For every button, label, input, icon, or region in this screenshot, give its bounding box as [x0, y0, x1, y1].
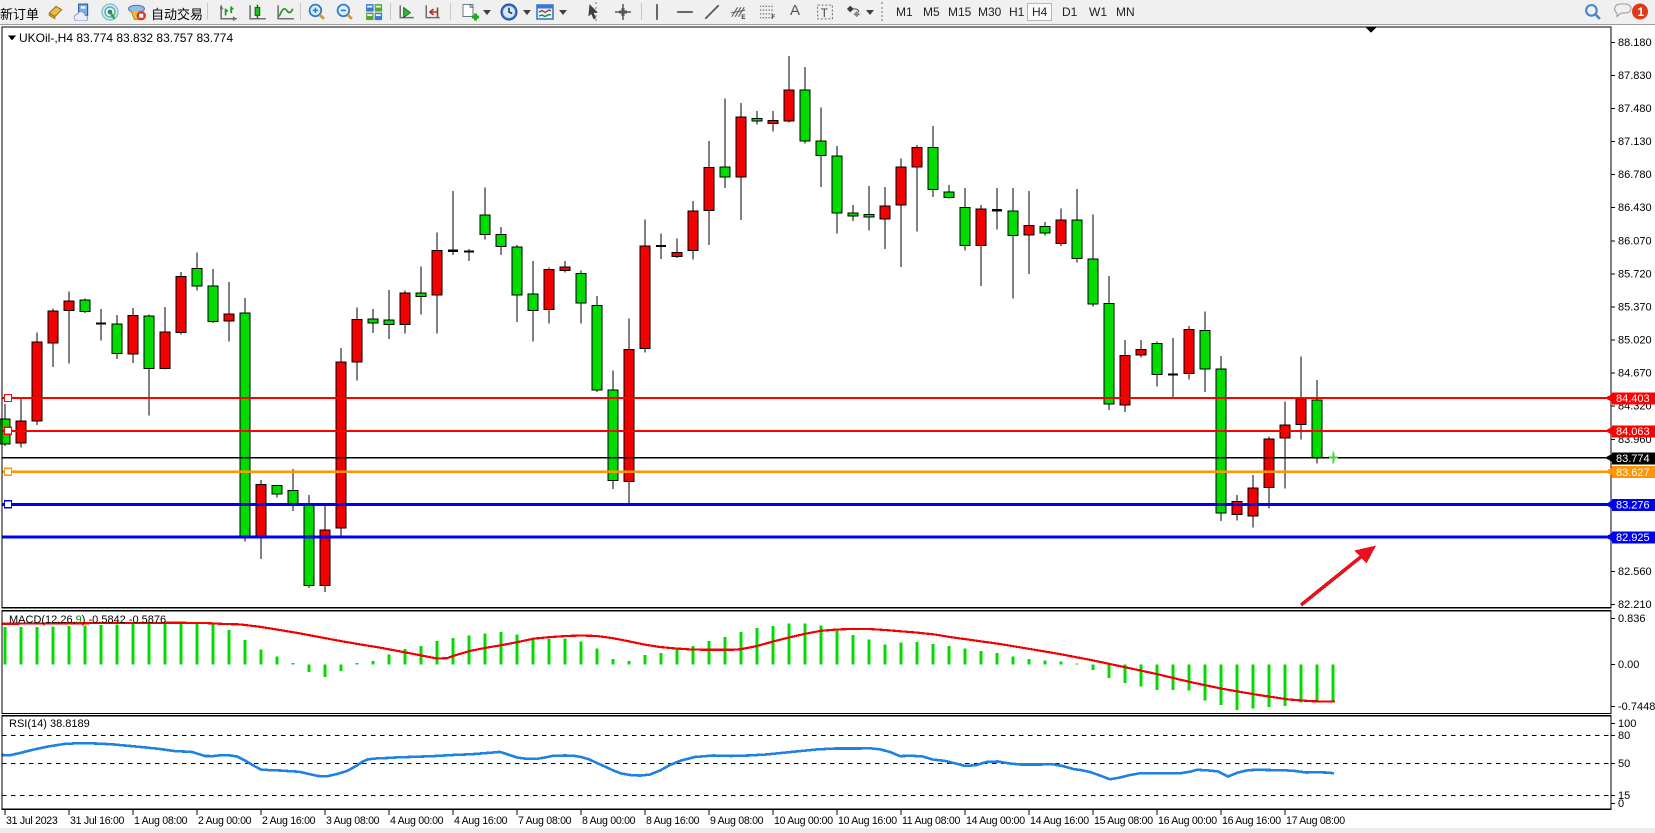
svg-text:85.370: 85.370 — [1618, 302, 1652, 314]
svg-text:87.830: 87.830 — [1618, 70, 1652, 82]
svg-text:88.180: 88.180 — [1618, 37, 1652, 49]
svg-text:86.070: 86.070 — [1618, 236, 1652, 248]
svg-text:14 Aug 00:00: 14 Aug 00:00 — [966, 815, 1025, 827]
svg-text:F: F — [771, 14, 775, 21]
svg-text:T: T — [821, 7, 828, 20]
svg-text:82.210: 82.210 — [1618, 599, 1652, 611]
svg-text:1 Aug 08:00: 1 Aug 08:00 — [134, 815, 188, 827]
svg-text:31 Jul 16:00: 31 Jul 16:00 — [70, 815, 125, 827]
svg-text:17 Aug 08:00: 17 Aug 08:00 — [1286, 815, 1345, 827]
svg-text:-0.7448: -0.7448 — [1618, 701, 1655, 713]
svg-text:31 Jul 2023: 31 Jul 2023 — [6, 815, 58, 827]
svg-text:7 Aug 08:00: 7 Aug 08:00 — [518, 815, 572, 827]
svg-text:0.836: 0.836 — [1618, 613, 1646, 625]
svg-text:84.670: 84.670 — [1618, 367, 1652, 379]
svg-text:8 Aug 00:00: 8 Aug 00:00 — [582, 815, 636, 827]
svg-text:85.020: 85.020 — [1618, 334, 1652, 346]
svg-text:9 Aug 08:00: 9 Aug 08:00 — [710, 815, 764, 827]
svg-text:10 Aug 16:00: 10 Aug 16:00 — [838, 815, 897, 827]
svg-text:10 Aug 00:00: 10 Aug 00:00 — [774, 815, 833, 827]
svg-text:80: 80 — [1618, 730, 1630, 742]
svg-text:83.276: 83.276 — [1616, 500, 1650, 512]
svg-text:MACD(12,26,9) -0.5842 -0.5876: MACD(12,26,9) -0.5842 -0.5876 — [9, 614, 166, 626]
svg-text:50: 50 — [1618, 758, 1630, 770]
svg-text:4 Aug 16:00: 4 Aug 16:00 — [454, 815, 508, 827]
svg-text:UKOil-,H4 83.774 83.832 83.75: UKOil-,H4 83.774 83.832 83.757 83.774 — [19, 31, 233, 45]
svg-text:8 Aug 16:00: 8 Aug 16:00 — [646, 815, 700, 827]
svg-text:3 Aug 08:00: 3 Aug 08:00 — [326, 815, 380, 827]
svg-text:16 Aug 00:00: 16 Aug 00:00 — [1158, 815, 1217, 827]
svg-text:4 Aug 00:00: 4 Aug 00:00 — [390, 815, 444, 827]
svg-text:85.720: 85.720 — [1618, 269, 1652, 281]
svg-text:82.560: 82.560 — [1618, 566, 1652, 578]
svg-text:2 Aug 00:00: 2 Aug 00:00 — [198, 815, 252, 827]
svg-text:86.430: 86.430 — [1618, 202, 1652, 214]
svg-text:1: 1 — [1638, 5, 1645, 19]
svg-text:15: 15 — [1618, 790, 1630, 802]
svg-text:15 Aug 08:00: 15 Aug 08:00 — [1094, 815, 1153, 827]
svg-text:14 Aug 16:00: 14 Aug 16:00 — [1030, 815, 1089, 827]
svg-text:87.480: 87.480 — [1618, 103, 1652, 115]
svg-text:0.00: 0.00 — [1618, 659, 1639, 671]
svg-text:100: 100 — [1618, 718, 1636, 730]
svg-text:0: 0 — [1618, 798, 1624, 810]
svg-text:82.925: 82.925 — [1616, 532, 1650, 544]
svg-text:83.627: 83.627 — [1616, 467, 1650, 479]
svg-text:2 Aug 16:00: 2 Aug 16:00 — [262, 815, 316, 827]
svg-text:E: E — [741, 14, 745, 21]
svg-text:84.403: 84.403 — [1616, 393, 1650, 405]
svg-text:86.780: 86.780 — [1618, 169, 1652, 181]
svg-text:84.063: 84.063 — [1616, 426, 1650, 438]
svg-text:11 Aug 08:00: 11 Aug 08:00 — [902, 815, 960, 827]
svg-text:87.130: 87.130 — [1618, 136, 1652, 148]
svg-text:16 Aug 16:00: 16 Aug 16:00 — [1222, 815, 1281, 827]
svg-text:RSI(14) 38.8189: RSI(14) 38.8189 — [9, 718, 90, 730]
svg-text:83.774: 83.774 — [1616, 453, 1650, 465]
